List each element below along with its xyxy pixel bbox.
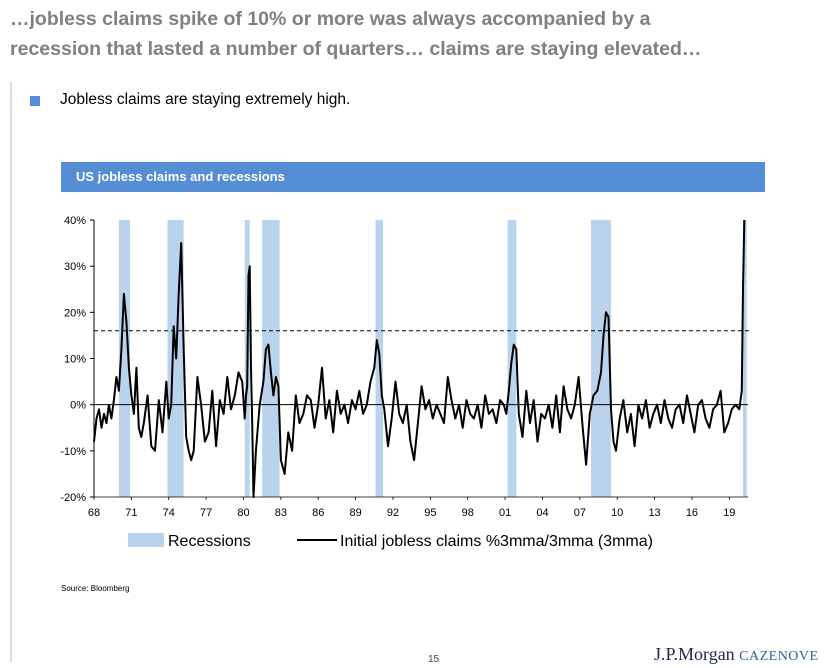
legend-recessions-label: Recessions <box>168 533 251 550</box>
x-tick-label: 71 <box>125 507 137 519</box>
x-tick-label: 98 <box>462 507 474 519</box>
x-tick-label: 13 <box>648 507 660 519</box>
y-tick-label: 40% <box>64 215 86 227</box>
recession-band-8 <box>743 220 747 497</box>
bullet-text: Jobless claims are staying extremely hig… <box>60 91 351 108</box>
headline-line-2: recession that lasted a number of quarte… <box>10 38 702 60</box>
claims-line <box>93 219 746 498</box>
y-tick-label: 0% <box>70 400 86 412</box>
slide-headline: …jobless claims spike of 10% or more was… <box>10 4 830 64</box>
page-number: 15 <box>428 654 440 665</box>
x-tick-label: 92 <box>387 507 399 519</box>
jpmorgan-cazenove-logo: J.P.Morgan CAZENOVE <box>654 644 819 665</box>
y-tick-label: 10% <box>64 354 86 366</box>
logo-jpmorgan: J.P.Morgan <box>654 644 735 664</box>
x-tick-label: 19 <box>723 507 735 519</box>
legend-claims-label: Initial jobless claims %3mma/3mma (3mma) <box>340 533 653 550</box>
x-tick-label: 16 <box>686 507 698 519</box>
recession-band-1 <box>118 220 131 497</box>
x-tick-label: 77 <box>200 507 212 519</box>
y-tick-label: 20% <box>64 307 86 319</box>
chart-axes: 40% 30% 20% 10% 0% -10% -20%68 71 74 77 80 83 86 89 92… <box>60 215 752 519</box>
x-tick-label: 83 <box>275 507 287 519</box>
logo-cazenove: CAZENOVE <box>739 649 819 664</box>
x-tick-label: 86 <box>312 507 324 519</box>
recession-bands <box>118 220 747 497</box>
bullet-square-icon <box>30 96 40 106</box>
x-tick-label: 80 <box>237 507 249 519</box>
x-tick-label: 04 <box>536 507 548 519</box>
x-tick-label: 95 <box>424 507 436 519</box>
x-tick-label: 89 <box>349 507 361 519</box>
source-note: Source: Bloomberg <box>61 584 130 593</box>
claims-series <box>93 219 746 498</box>
left-divider <box>10 82 12 662</box>
x-tick-label: 74 <box>163 507 175 519</box>
recession-band-4 <box>262 220 280 497</box>
headline-line-1: …jobless claims spike of 10% or more was… <box>10 8 651 30</box>
y-tick-label: -10% <box>60 446 86 458</box>
legend-recessions-swatch <box>128 533 164 547</box>
x-tick-label: 07 <box>574 507 586 519</box>
x-tick-label: 68 <box>88 507 100 519</box>
chart-title-band: US jobless claims and recessions <box>61 162 765 192</box>
x-tick-label: 10 <box>611 507 623 519</box>
chart-title: US jobless claims and recessions <box>76 169 285 184</box>
x-tick-label: 01 <box>499 507 511 519</box>
chart-legend: Recessions Initial jobless claims %3mma/3… <box>128 533 653 550</box>
y-tick-label: 30% <box>64 261 86 273</box>
y-tick-label: -20% <box>60 492 86 504</box>
